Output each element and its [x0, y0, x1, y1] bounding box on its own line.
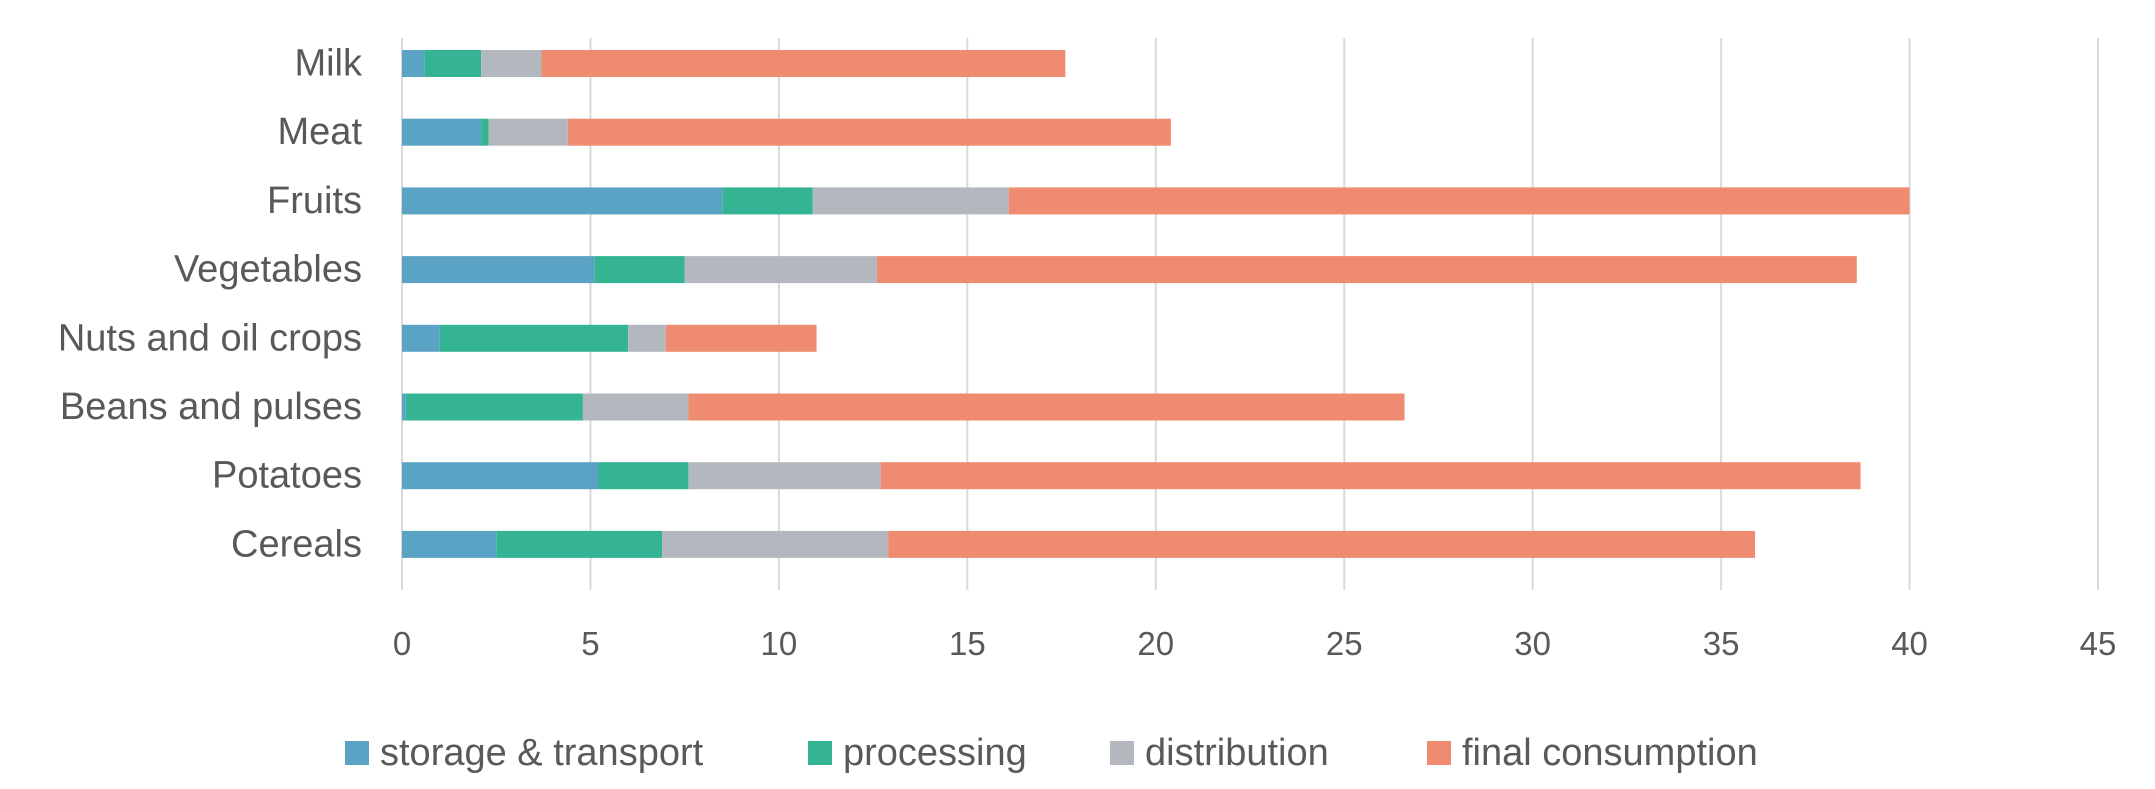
bar-segment [628, 324, 666, 352]
category-labels: Milk Meat Fruits Vegetables Nuts and oil cro… [58, 43, 363, 566]
bar-segment [880, 462, 1861, 490]
bar-segment [688, 393, 1405, 421]
bar-segment [582, 393, 689, 421]
bar-segment [594, 256, 685, 284]
category-label: Cereals [231, 523, 362, 565]
legend-label: storage & transport [380, 732, 704, 774]
bar-segment [402, 50, 425, 77]
bars [402, 50, 1910, 558]
x-tick-label: 45 [2080, 625, 2117, 662]
bar-segment [402, 393, 406, 421]
bar-segment [402, 530, 497, 558]
x-tick-label: 25 [1326, 625, 1363, 662]
legend: storage & transport processing distributio… [345, 732, 1758, 774]
x-tick-label: 0 [393, 625, 411, 662]
bar-segment [402, 187, 723, 215]
bar-segment [481, 118, 489, 146]
x-tick-label: 10 [761, 625, 798, 662]
bar-segment [496, 530, 663, 558]
category-label: Beans and pulses [60, 386, 362, 428]
bar-segment [597, 462, 689, 490]
bar-segment [662, 530, 889, 558]
legend-swatch [1427, 741, 1451, 765]
category-label: Meat [278, 111, 363, 153]
bar-segment [439, 324, 629, 352]
category-label: Nuts and oil crops [58, 317, 362, 359]
bar-segment [567, 118, 1171, 146]
category-label: Fruits [267, 180, 362, 222]
category-label: Vegetables [174, 249, 362, 291]
x-tick-label: 15 [949, 625, 986, 662]
x-tick-label: 35 [1703, 625, 1740, 662]
bar-segment [888, 530, 1756, 558]
bar-segment [812, 187, 1009, 215]
legend-swatch [345, 741, 369, 765]
bar-segment [665, 324, 817, 352]
bar-segment [402, 256, 595, 284]
legend-swatch [808, 741, 832, 765]
x-tick-label: 5 [581, 625, 599, 662]
bar-segment [402, 462, 598, 490]
bar-segment [488, 118, 568, 146]
bar-segment [722, 187, 813, 215]
legend-label: processing [843, 732, 1027, 774]
category-label: Milk [294, 43, 363, 85]
bar-segment [402, 118, 482, 146]
legend-label: final consumption [1462, 732, 1758, 774]
x-tick-label: 40 [1891, 625, 1928, 662]
x-tick-label: 20 [1137, 625, 1174, 662]
bar-segment [481, 50, 542, 77]
bar-segment [424, 50, 482, 77]
x-tick-label: 30 [1514, 625, 1551, 662]
bar-segment [1008, 187, 1910, 215]
bar-segment [402, 324, 440, 352]
bar-segment [688, 462, 881, 490]
bar-segment [405, 393, 583, 421]
category-label: Potatoes [212, 455, 362, 497]
legend-label: distribution [1145, 732, 1329, 774]
x-axis-tick-labels: 0 5 10 15 20 25 30 35 40 45 [393, 625, 2117, 662]
legend-swatch [1110, 741, 1134, 765]
bar-segment [541, 50, 1066, 77]
bar-segment [684, 256, 877, 284]
bar-segment [876, 256, 1857, 284]
